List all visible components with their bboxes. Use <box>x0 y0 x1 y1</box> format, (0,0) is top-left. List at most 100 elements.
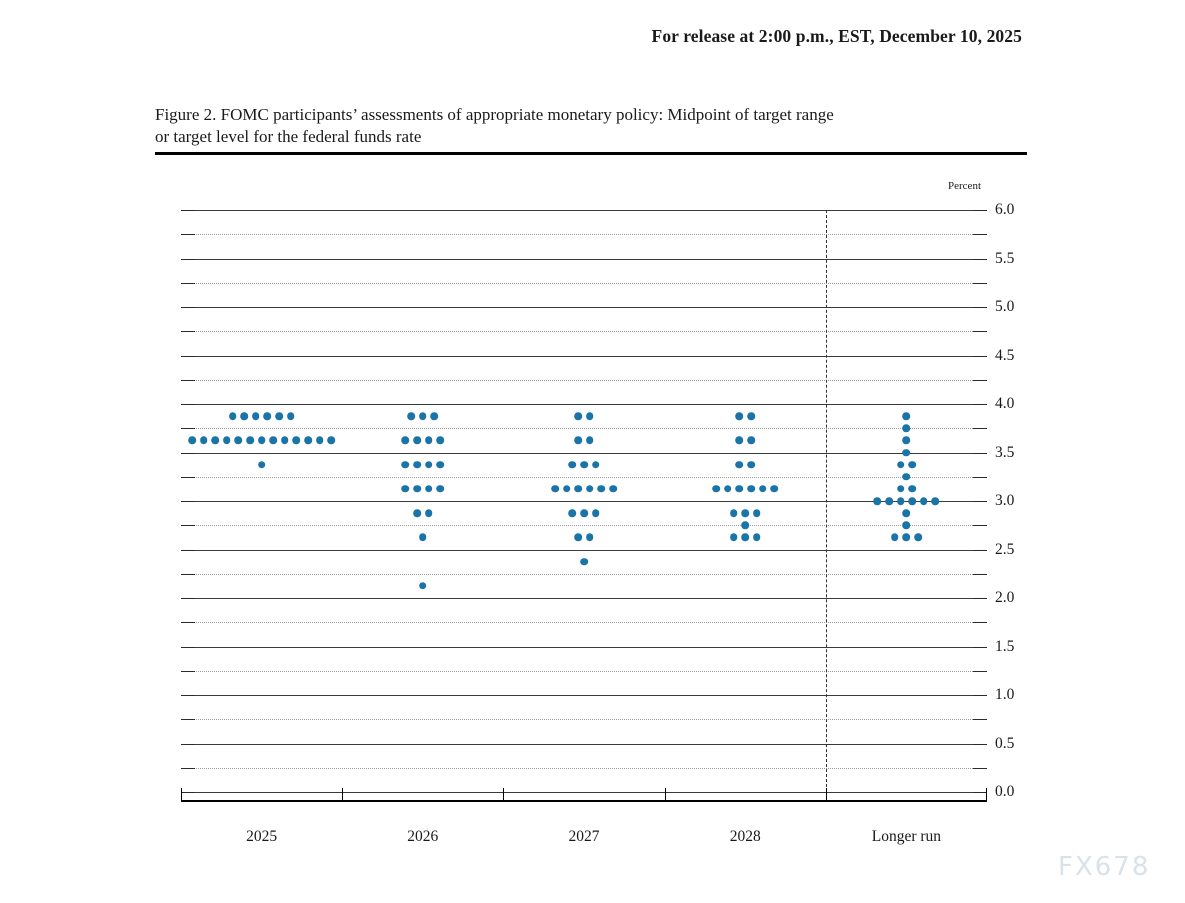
y-axis-tick <box>973 379 987 381</box>
gridline-minor <box>181 573 987 575</box>
percent-unit-label: Percent <box>948 180 981 192</box>
dot-2028-3.625 <box>735 436 744 445</box>
gridline-major <box>181 210 987 211</box>
dot-longer-run-3.125 <box>908 485 916 493</box>
y-axis-label: 2.5 <box>995 540 1015 558</box>
y-axis-tick <box>181 573 195 575</box>
dot-2027-3.375 <box>580 460 588 469</box>
dot-2027-2.875 <box>591 509 600 517</box>
gridline-minor <box>181 282 987 284</box>
dot-2026-3.625 <box>413 436 421 445</box>
dot-2027-2.625 <box>586 533 594 542</box>
dot-longer-run-3 <box>931 497 940 505</box>
dot-2028-2.875 <box>729 509 738 517</box>
dot-2027-3.375 <box>591 460 600 469</box>
dot-2025-3.625 <box>292 436 301 445</box>
dot-2028-3.125 <box>770 485 778 493</box>
y-axis-label: 4.5 <box>995 346 1015 364</box>
dot-2025-3.625 <box>246 436 254 445</box>
dot-2026-3.125 <box>424 485 433 493</box>
y-axis-tick <box>181 331 195 333</box>
y-axis-tick <box>181 622 195 624</box>
dot-2027-3.125 <box>574 485 582 493</box>
y-axis-tick <box>181 210 195 211</box>
y-axis-label: 2.0 <box>995 589 1015 606</box>
gridline-major <box>181 452 987 454</box>
dot-2028-3.375 <box>735 460 744 469</box>
dot-2025-3.625 <box>223 436 231 445</box>
y-axis-tick <box>973 355 987 357</box>
y-axis-tick <box>181 549 195 551</box>
dot-longer-run-3.625 <box>902 436 911 445</box>
gridline-minor <box>181 476 987 478</box>
dot-2028-2.75 <box>741 521 749 530</box>
gridline-major <box>181 307 987 308</box>
dot-2027-2.375 <box>580 557 588 566</box>
x-axis-tick <box>986 788 987 802</box>
gridline-minor <box>181 428 987 430</box>
x-axis-line <box>181 800 987 802</box>
dot-2026-3.125 <box>401 485 410 493</box>
dot-2025-3.875 <box>275 412 283 420</box>
y-axis-tick <box>973 573 987 575</box>
gridline-minor <box>181 719 987 721</box>
dot-longer-run-3.5 <box>902 448 911 457</box>
dot-longer-run-2.625 <box>891 533 899 542</box>
gridline-minor <box>181 670 987 672</box>
y-axis-tick <box>181 258 195 260</box>
dot-2027-3.625 <box>586 436 594 445</box>
y-axis-tick <box>973 258 987 260</box>
y-axis-tick <box>973 307 987 308</box>
gridline-major <box>181 355 987 357</box>
dot-2026-3.625 <box>436 436 444 445</box>
dot-2026-3.875 <box>430 412 439 420</box>
dot-2028-2.625 <box>753 533 761 542</box>
dot-2027-2.875 <box>580 509 588 517</box>
figure-caption-line-1: Figure 2. FOMC participants’ assessments… <box>155 105 834 124</box>
dot-2027-3.125 <box>609 485 617 493</box>
y-axis-tick <box>973 598 987 599</box>
y-axis-tick <box>181 767 195 769</box>
dot-2026-3.875 <box>407 412 415 420</box>
dot-2026-2.875 <box>424 509 433 517</box>
y-axis-tick <box>181 428 195 430</box>
gridline-minor <box>181 331 987 333</box>
gridline-minor <box>181 767 987 769</box>
dot-longer-run-2.875 <box>902 509 911 517</box>
dot-2028-3.125 <box>712 485 720 493</box>
dot-2026-3.625 <box>424 436 433 445</box>
dot-longer-run-3 <box>873 497 882 505</box>
release-date-line: For release at 2:00 p.m., EST, December … <box>651 26 1022 46</box>
y-axis-label: 5.5 <box>995 249 1015 267</box>
dot-2026-2.625 <box>419 533 427 542</box>
y-axis-tick <box>181 598 195 599</box>
dot-2028-2.625 <box>729 533 738 542</box>
x-axis-label-2028: 2028 <box>729 828 761 845</box>
dot-plot-chart: Percent 2025 2026 2027 2028 Longer run 0.0 0.… <box>181 180 1014 845</box>
dot-longer-run-3 <box>908 497 916 505</box>
y-axis-tick <box>181 307 195 308</box>
y-axis-tick <box>973 525 987 527</box>
y-axis-label: 5.0 <box>995 298 1015 315</box>
y-axis-tick <box>181 743 195 745</box>
y-axis-label: 6.0 <box>995 201 1015 218</box>
dot-2027-3.125 <box>551 485 559 493</box>
dot-longer-run-3.25 <box>902 472 911 481</box>
y-axis-tick <box>973 404 987 405</box>
longer-run-separator-line <box>825 210 827 792</box>
gridline-major <box>181 258 987 260</box>
y-axis-tick <box>973 719 987 721</box>
y-axis-tick <box>973 549 987 551</box>
x-axis-label-longer-run: Longer run <box>871 828 942 845</box>
dot-longer-run-3 <box>885 497 893 505</box>
x-axis-label-2026: 2026 <box>407 828 439 845</box>
dot-2026-2.875 <box>413 509 421 517</box>
dot-2025-3.625 <box>188 436 196 445</box>
dot-2027-3.875 <box>586 412 594 420</box>
dot-2028-2.875 <box>741 509 749 517</box>
grid-area <box>181 196 987 793</box>
y-axis-label: 4.0 <box>995 395 1015 412</box>
y-axis-tick <box>973 743 987 745</box>
dot-2025-3.625 <box>257 436 266 445</box>
dot-2026-3.375 <box>436 460 444 469</box>
